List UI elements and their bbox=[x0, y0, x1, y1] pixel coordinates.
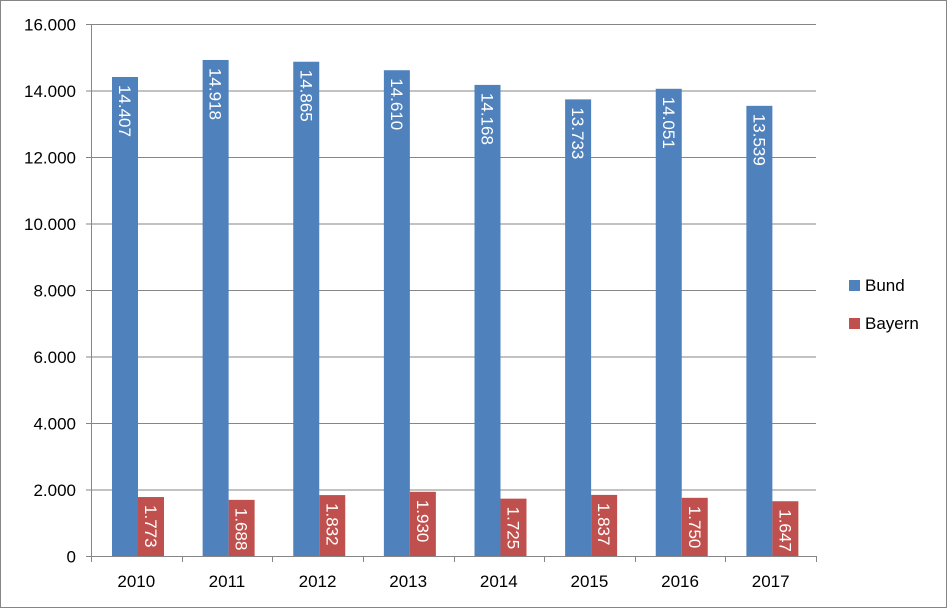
bar-bund-2012 bbox=[293, 61, 320, 557]
data-label-bund: 13.539 bbox=[749, 114, 768, 166]
legend: Bund Bayern bbox=[849, 276, 919, 333]
x-tick-label: 2017 bbox=[752, 572, 790, 591]
x-tick-label: 2016 bbox=[661, 572, 699, 591]
bar-bayern-2014 bbox=[500, 498, 527, 556]
data-label-bayern: 1.688 bbox=[232, 508, 251, 551]
y-tick-label: 10.000 bbox=[24, 215, 76, 234]
bar-bayern-2012 bbox=[319, 495, 346, 556]
data-label-bayern: 1.750 bbox=[685, 506, 704, 549]
legend-swatch-bund bbox=[849, 280, 860, 291]
y-axis: 0 2.000 4.000 6.000 8.000 10.000 12.000 14.000 1… bbox=[24, 16, 92, 567]
y-tick-label: 6.000 bbox=[33, 348, 76, 367]
y-tick-label: 16.000 bbox=[24, 16, 76, 35]
data-label-bund: 14.918 bbox=[206, 68, 225, 120]
data-label-bund: 14.865 bbox=[296, 70, 315, 122]
data-label-bayern: 1.773 bbox=[141, 505, 160, 548]
bar-bund-2010 bbox=[112, 76, 138, 556]
x-tick-label: 2013 bbox=[389, 572, 427, 591]
y-tick-label: 14.000 bbox=[24, 82, 76, 101]
x-tick-label: 2015 bbox=[571, 572, 609, 591]
x-axis: 2010 2011 2012 2013 2014 2015 2016 2017 bbox=[91, 556, 817, 591]
y-tick-label: 12.000 bbox=[24, 149, 76, 168]
y-tick-label: 0 bbox=[67, 548, 76, 567]
data-label-bund: 13.733 bbox=[568, 107, 587, 159]
bar-bayern-2013 bbox=[409, 491, 436, 556]
bar-bayern-2016 bbox=[681, 497, 708, 556]
gridlines bbox=[91, 24, 816, 491]
data-label-bayern: 1.647 bbox=[775, 509, 794, 552]
data-label-bund: 14.051 bbox=[659, 97, 678, 149]
bar-bund-2015 bbox=[565, 99, 592, 556]
bar-bund-2011 bbox=[202, 59, 229, 556]
legend-swatch-bayern bbox=[849, 318, 860, 329]
legend-label-bayern: Bayern bbox=[865, 314, 919, 333]
data-label-bayern: 1.832 bbox=[322, 503, 341, 546]
x-tick-label: 2010 bbox=[117, 572, 155, 591]
data-label-bayern: 1.725 bbox=[504, 507, 523, 550]
bar-bund-2016 bbox=[655, 88, 682, 556]
y-tick-label: 4.000 bbox=[33, 415, 76, 434]
x-tick-label: 2012 bbox=[299, 572, 337, 591]
data-label-bund: 14.610 bbox=[387, 78, 406, 130]
y-tick-label: 8.000 bbox=[33, 282, 76, 301]
bar-bund-2014 bbox=[474, 84, 501, 556]
bar-bayern-2010 bbox=[138, 497, 164, 556]
bar-bayern-2011 bbox=[228, 499, 255, 556]
bar-bund-2013 bbox=[383, 70, 410, 556]
bar-bayern-2015 bbox=[591, 494, 618, 556]
y-tick-label: 2.000 bbox=[33, 481, 76, 500]
legend-label-bund: Bund bbox=[865, 276, 905, 295]
x-tick-label: 2011 bbox=[209, 572, 246, 591]
bar-bund-2017 bbox=[746, 105, 773, 556]
x-tick-label: 2014 bbox=[480, 572, 518, 591]
data-label-bayern: 1.930 bbox=[413, 500, 432, 543]
data-label-bayern: 1.837 bbox=[594, 503, 613, 546]
bars: 14.407 14.918 14.865 14.610 14.168 13.733 14.0… bbox=[112, 59, 799, 557]
data-label-bund: 14.168 bbox=[478, 93, 497, 145]
data-label-bund: 14.407 bbox=[115, 85, 134, 137]
bar-bayern-2017 bbox=[772, 501, 799, 556]
